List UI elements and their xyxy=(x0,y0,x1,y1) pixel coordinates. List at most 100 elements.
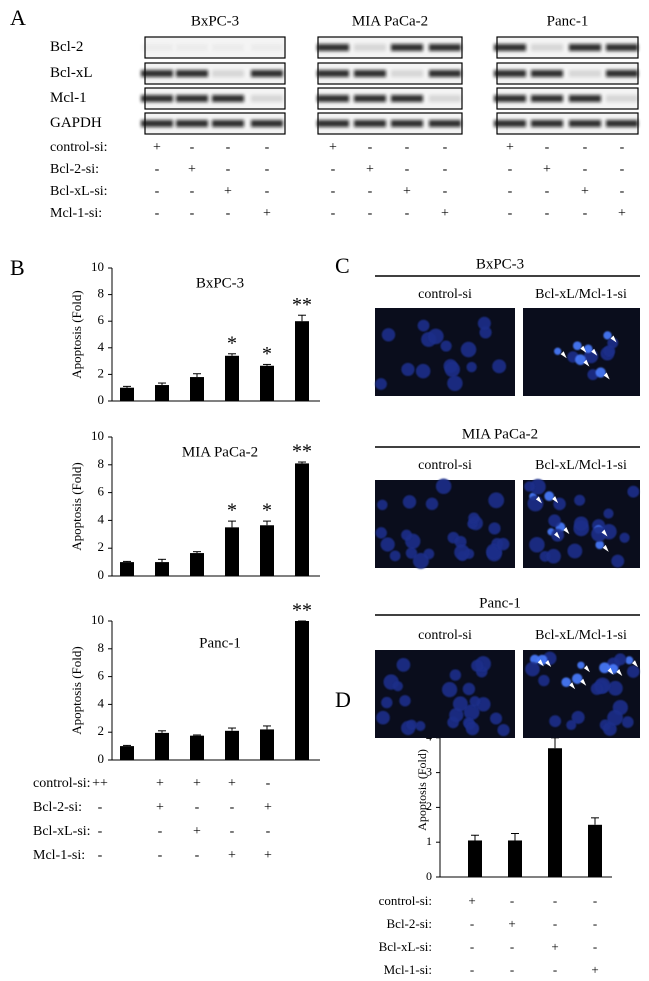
nucleus xyxy=(492,359,507,374)
nucleus xyxy=(402,495,417,509)
nucleus xyxy=(548,514,561,527)
sign: + xyxy=(366,162,374,177)
condition-label: control-si: xyxy=(50,140,108,155)
band xyxy=(176,120,208,127)
band xyxy=(212,44,244,51)
band xyxy=(569,120,601,127)
sign: + xyxy=(591,962,598,977)
sign: - xyxy=(98,800,103,815)
sign: - xyxy=(443,184,448,199)
nucleus xyxy=(381,328,396,342)
nucleus xyxy=(375,378,387,390)
nucleus xyxy=(444,361,460,378)
bar xyxy=(260,525,274,576)
bar xyxy=(120,387,134,401)
y-tick-label: 2 xyxy=(426,799,432,813)
y-tick-label: 4 xyxy=(98,339,105,354)
sign: - xyxy=(158,824,163,839)
condition-label: Bcl-xL-si: xyxy=(379,939,432,954)
arrowhead xyxy=(560,351,567,359)
nucleus xyxy=(406,719,417,730)
significance: * xyxy=(262,343,272,365)
sign: + xyxy=(263,206,271,221)
sign: - xyxy=(368,184,373,199)
nucleus xyxy=(399,695,411,707)
sign: - xyxy=(470,962,474,977)
blot xyxy=(144,36,286,59)
sign: + xyxy=(543,162,551,177)
nucleus xyxy=(595,540,605,550)
nucleus xyxy=(440,340,452,352)
y-tick-label: 10 xyxy=(91,612,104,627)
nucleus xyxy=(546,548,561,564)
band xyxy=(429,95,461,102)
sign: + xyxy=(193,776,201,791)
nucleus xyxy=(389,550,401,562)
sign: + xyxy=(264,848,272,863)
y-tick-label: 6 xyxy=(98,668,105,683)
nucleus xyxy=(554,347,562,355)
sign: - xyxy=(443,162,448,177)
band xyxy=(569,44,601,51)
bar xyxy=(295,621,309,760)
image-label: control-si xyxy=(418,287,472,302)
band xyxy=(606,120,638,127)
band xyxy=(569,70,601,77)
bar xyxy=(155,562,169,576)
protein-label: Bcl-2 xyxy=(50,39,83,55)
micrograph xyxy=(375,308,515,396)
nucleus xyxy=(591,526,607,542)
bar xyxy=(155,385,169,401)
nucleus xyxy=(608,680,623,696)
condition-label: Bcl-2-si: xyxy=(387,916,433,931)
band xyxy=(569,95,601,102)
sign: - xyxy=(508,162,513,177)
arrowhead xyxy=(554,531,561,539)
sign: - xyxy=(230,824,235,839)
band xyxy=(141,95,173,102)
sign: - xyxy=(230,800,235,815)
nucleus xyxy=(497,724,510,737)
band xyxy=(494,95,526,102)
band xyxy=(606,70,638,77)
y-tick-label: 8 xyxy=(98,456,105,471)
sign: - xyxy=(265,140,270,155)
arrowhead xyxy=(591,348,598,356)
nucleus xyxy=(454,544,470,561)
nucleus xyxy=(375,527,387,539)
band xyxy=(212,95,244,102)
nucleus xyxy=(529,536,545,553)
sign: - xyxy=(593,916,597,931)
bar xyxy=(190,735,204,760)
band xyxy=(391,44,423,51)
sign: - xyxy=(368,206,373,221)
nucleus xyxy=(595,367,606,378)
band xyxy=(176,95,208,102)
band xyxy=(391,95,423,102)
band xyxy=(391,70,423,77)
condition-label: Bcl-2-si: xyxy=(33,800,82,815)
sign: + xyxy=(441,206,449,221)
band xyxy=(317,95,349,102)
band xyxy=(429,120,461,127)
sign: - xyxy=(510,893,514,908)
y-axis-label: Apoptosis (Fold) xyxy=(69,290,84,378)
nucleus xyxy=(607,709,623,726)
nucleus xyxy=(530,654,540,665)
nucleus xyxy=(415,363,431,379)
bar xyxy=(508,840,522,877)
nucleus xyxy=(619,532,630,543)
panel-label: A xyxy=(10,5,26,30)
sign: - xyxy=(545,140,550,155)
nucleus xyxy=(425,497,439,511)
sign: - xyxy=(593,893,597,908)
band xyxy=(317,120,349,127)
arrowhead xyxy=(632,660,638,668)
nucleus xyxy=(603,508,614,519)
sign: - xyxy=(620,162,625,177)
panel-label: C xyxy=(335,253,350,278)
bar xyxy=(260,729,274,760)
sign: - xyxy=(545,184,550,199)
significance: * xyxy=(227,500,237,522)
arrowhead xyxy=(535,496,542,504)
